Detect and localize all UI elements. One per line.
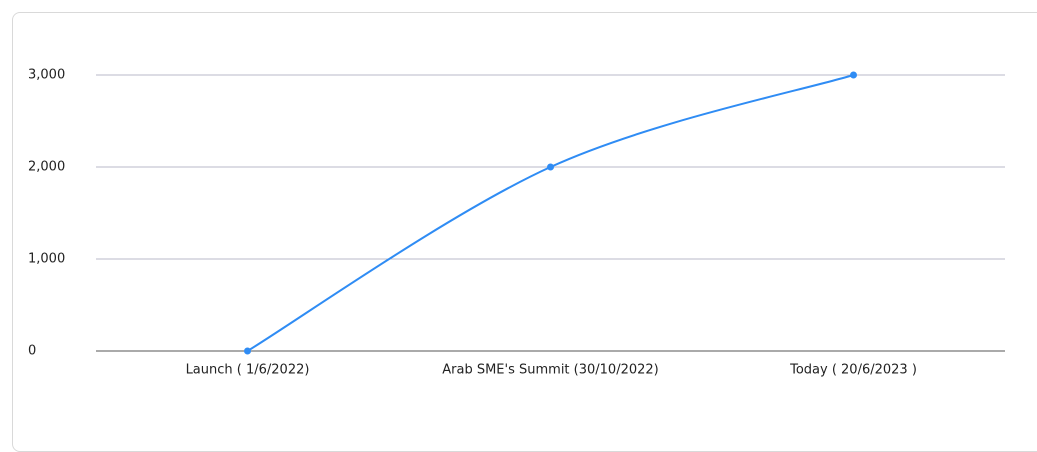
y-tick-label: 1,000 bbox=[28, 252, 65, 267]
page: {"chart_data": {"type": "line", "categor… bbox=[12, 12, 1037, 452]
y-tick-label: 2,000 bbox=[28, 160, 65, 175]
x-tick-label: Arab SME's Summit (30/10/2022) bbox=[442, 363, 658, 378]
y-tick-label: 3,000 bbox=[28, 68, 65, 83]
chart: 0 1,000 2,000 3,000 Launch ( 1/6/2022) Arab S… bbox=[28, 68, 1005, 378]
line bbox=[246, 74, 854, 352]
point bbox=[850, 71, 857, 79]
y-tick-label: 0 bbox=[28, 344, 36, 359]
point bbox=[547, 163, 554, 171]
point bbox=[244, 347, 251, 355]
x-tick-label: Today ( 20/6/2023 ) bbox=[789, 363, 917, 378]
x-tick-label: Launch ( 1/6/2022) bbox=[186, 363, 310, 378]
